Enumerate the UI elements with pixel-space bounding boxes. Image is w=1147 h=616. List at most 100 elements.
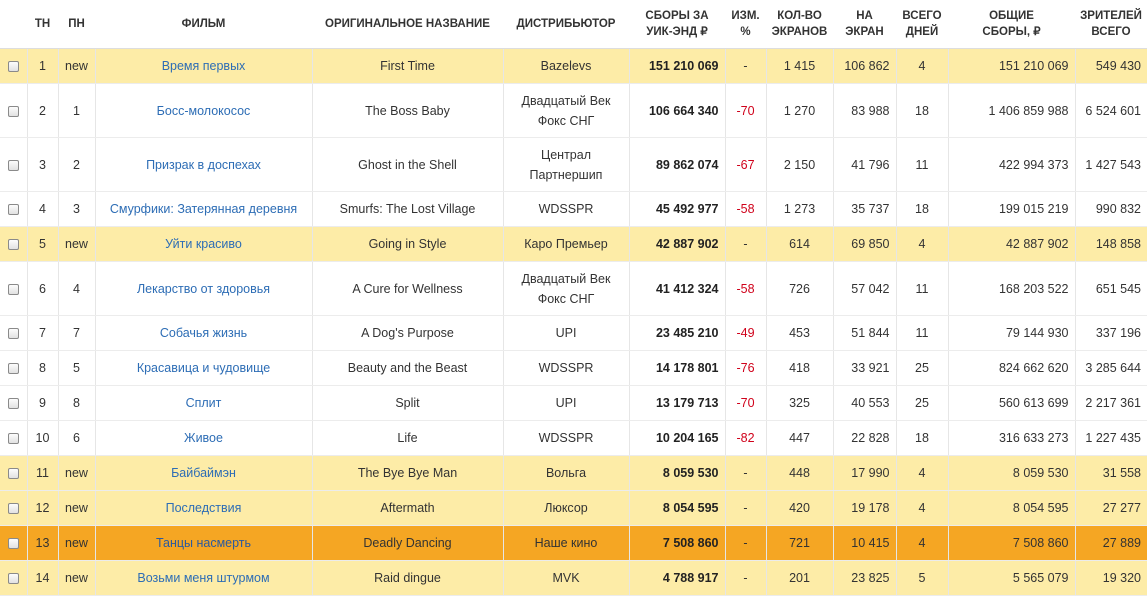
row-checkbox[interactable]	[7, 239, 19, 251]
total-viewers: 3 285 644	[1075, 350, 1147, 386]
change-percent: -58	[725, 261, 767, 316]
header-original-title[interactable]: ОРИГИНАЛЬНОЕ НАЗВАНИЕ	[312, 0, 503, 49]
distributor: WDSSPR	[503, 350, 630, 386]
film-link[interactable]: Собачья жизнь	[159, 326, 248, 340]
original-title: Smurfs: The Lost Village	[312, 191, 504, 227]
original-title: Aftermath	[312, 490, 504, 526]
weekend-gross: 14 178 801	[629, 350, 726, 386]
film-link[interactable]: Время первых	[161, 59, 246, 73]
total-viewers: 651 545	[1075, 261, 1147, 316]
original-title: Beauty and the Beast	[312, 350, 504, 386]
row-checkbox[interactable]	[7, 159, 19, 171]
distributor: WDSSPR	[503, 420, 630, 456]
distributor: Bazelevs	[503, 48, 630, 84]
film-link[interactable]: Босс-молокосос	[156, 103, 251, 118]
last-week-rank: new	[58, 48, 96, 84]
header-total-gross[interactable]: ОБЩИЕ СБОРЫ, ₽	[948, 0, 1075, 49]
film-link[interactable]: Уйти красиво	[165, 237, 242, 251]
row-checkbox[interactable]	[7, 363, 19, 375]
table-row: 5 new Уйти красиво Going in Style Каро Премь…	[0, 226, 1147, 262]
change-percent: -	[725, 525, 767, 561]
film-title: Сплит	[95, 385, 313, 421]
weekend-gross: 4 788 917	[629, 560, 726, 596]
change-percent: -	[725, 226, 767, 262]
total-days: 11	[896, 261, 949, 316]
total-viewers: 2 217 361	[1075, 385, 1147, 421]
last-week-rank: new	[58, 525, 96, 561]
table-row: 10 6 Живое Life WDSSPR 10 204 165 -82 447 22 828…	[0, 420, 1147, 456]
total-gross: 422 994 373	[948, 137, 1076, 192]
screens-count: 201	[766, 560, 834, 596]
row-checkbox[interactable]	[7, 61, 19, 73]
row-checkbox[interactable]	[7, 433, 19, 445]
film-title: Возьми меня штурмом	[95, 560, 313, 596]
header-screens[interactable]: КОЛ-ВО ЭКРАНОВ	[766, 0, 833, 49]
header-distributor[interactable]: ДИСТРИБЬЮТОР	[503, 0, 629, 49]
row-checkbox[interactable]	[7, 573, 19, 585]
total-viewers: 27 889	[1075, 525, 1147, 561]
last-week-rank: new	[58, 455, 96, 491]
row-select-cell	[0, 455, 28, 491]
per-screen: 69 850	[833, 226, 897, 262]
row-checkbox[interactable]	[7, 105, 19, 117]
film-link[interactable]: Живое	[184, 431, 223, 445]
film-link[interactable]: Последствия	[165, 501, 242, 515]
table-row: 9 8 Сплит Split UPI 13 179 713 -70 325 40 553 25 5…	[0, 385, 1147, 421]
total-viewers: 549 430	[1075, 48, 1147, 84]
row-checkbox[interactable]	[7, 398, 19, 410]
last-week-rank: 8	[58, 385, 96, 421]
header-per-screen[interactable]: НА ЭКРАН	[833, 0, 896, 49]
film-title: Последствия	[95, 490, 313, 526]
header-film[interactable]: ФИЛЬМ	[95, 0, 312, 49]
film-title: Живое	[95, 420, 313, 456]
distributor: Каро Премьер	[503, 226, 630, 262]
film-link[interactable]: Лекарство от здоровья	[136, 281, 271, 296]
film-title: Уйти красиво	[95, 226, 313, 262]
change-percent: -	[725, 560, 767, 596]
row-checkbox[interactable]	[7, 468, 19, 480]
header-weekend-gross[interactable]: СБОРЫ ЗА УИК-ЭНД ₽	[629, 0, 725, 49]
original-title: The Boss Baby	[312, 83, 504, 138]
last-week-rank: 3	[58, 191, 96, 227]
film-link[interactable]: Призрак в доспехах	[146, 157, 261, 172]
row-select-cell	[0, 385, 28, 421]
table-row: 1 new Время первых First Time Bazelevs 151 21…	[0, 48, 1147, 84]
row-select-cell	[0, 350, 28, 386]
header-this-week[interactable]: ТН	[27, 0, 58, 49]
row-checkbox[interactable]	[7, 328, 19, 340]
weekend-gross: 8 054 595	[629, 490, 726, 526]
film-title: Лекарство от здоровья	[95, 261, 313, 316]
film-title: Призрак в доспехах	[95, 137, 313, 192]
total-days: 4	[896, 455, 949, 491]
row-checkbox[interactable]	[7, 204, 19, 216]
weekend-gross: 42 887 902	[629, 226, 726, 262]
per-screen: 22 828	[833, 420, 897, 456]
screens-count: 453	[766, 315, 834, 351]
table-row: 13 new Танцы насмерть Deadly Dancing Наше ки…	[0, 525, 1147, 561]
film-link[interactable]: Смурфики: Затерянная деревня	[109, 202, 298, 216]
film-link[interactable]: Танцы насмерть	[155, 536, 252, 550]
film-link[interactable]: Возьми меня штурмом	[137, 571, 270, 585]
total-days: 18	[896, 83, 949, 138]
row-checkbox[interactable]	[7, 538, 19, 550]
total-viewers: 1 227 435	[1075, 420, 1147, 456]
per-screen: 83 988	[833, 83, 897, 138]
film-link[interactable]: Красавица и чудовище	[136, 361, 271, 375]
this-week-rank: 7	[27, 315, 59, 351]
weekend-gross: 45 492 977	[629, 191, 726, 227]
total-gross: 5 565 079	[948, 560, 1076, 596]
change-percent: -58	[725, 191, 767, 227]
film-link[interactable]: Сплит	[185, 396, 222, 410]
table-header-row: ТН ПН ФИЛЬМ ОРИГИНАЛЬНОЕ НАЗВАНИЕ ДИСТРИ…	[0, 0, 1147, 49]
last-week-rank: new	[58, 226, 96, 262]
header-total-days[interactable]: ВСЕГО ДНЕЙ	[896, 0, 948, 49]
film-link[interactable]: Байбаймэн	[171, 466, 236, 480]
last-week-rank: new	[58, 560, 96, 596]
header-total-viewers[interactable]: ЗРИТЕЛЕЙ ВСЕГО	[1075, 0, 1147, 49]
row-checkbox[interactable]	[7, 283, 19, 295]
header-last-week[interactable]: ПН	[58, 0, 95, 49]
per-screen: 40 553	[833, 385, 897, 421]
header-change[interactable]: ИЗМ.%	[725, 0, 766, 49]
row-checkbox[interactable]	[7, 503, 19, 515]
original-title: Raid dingue	[312, 560, 504, 596]
